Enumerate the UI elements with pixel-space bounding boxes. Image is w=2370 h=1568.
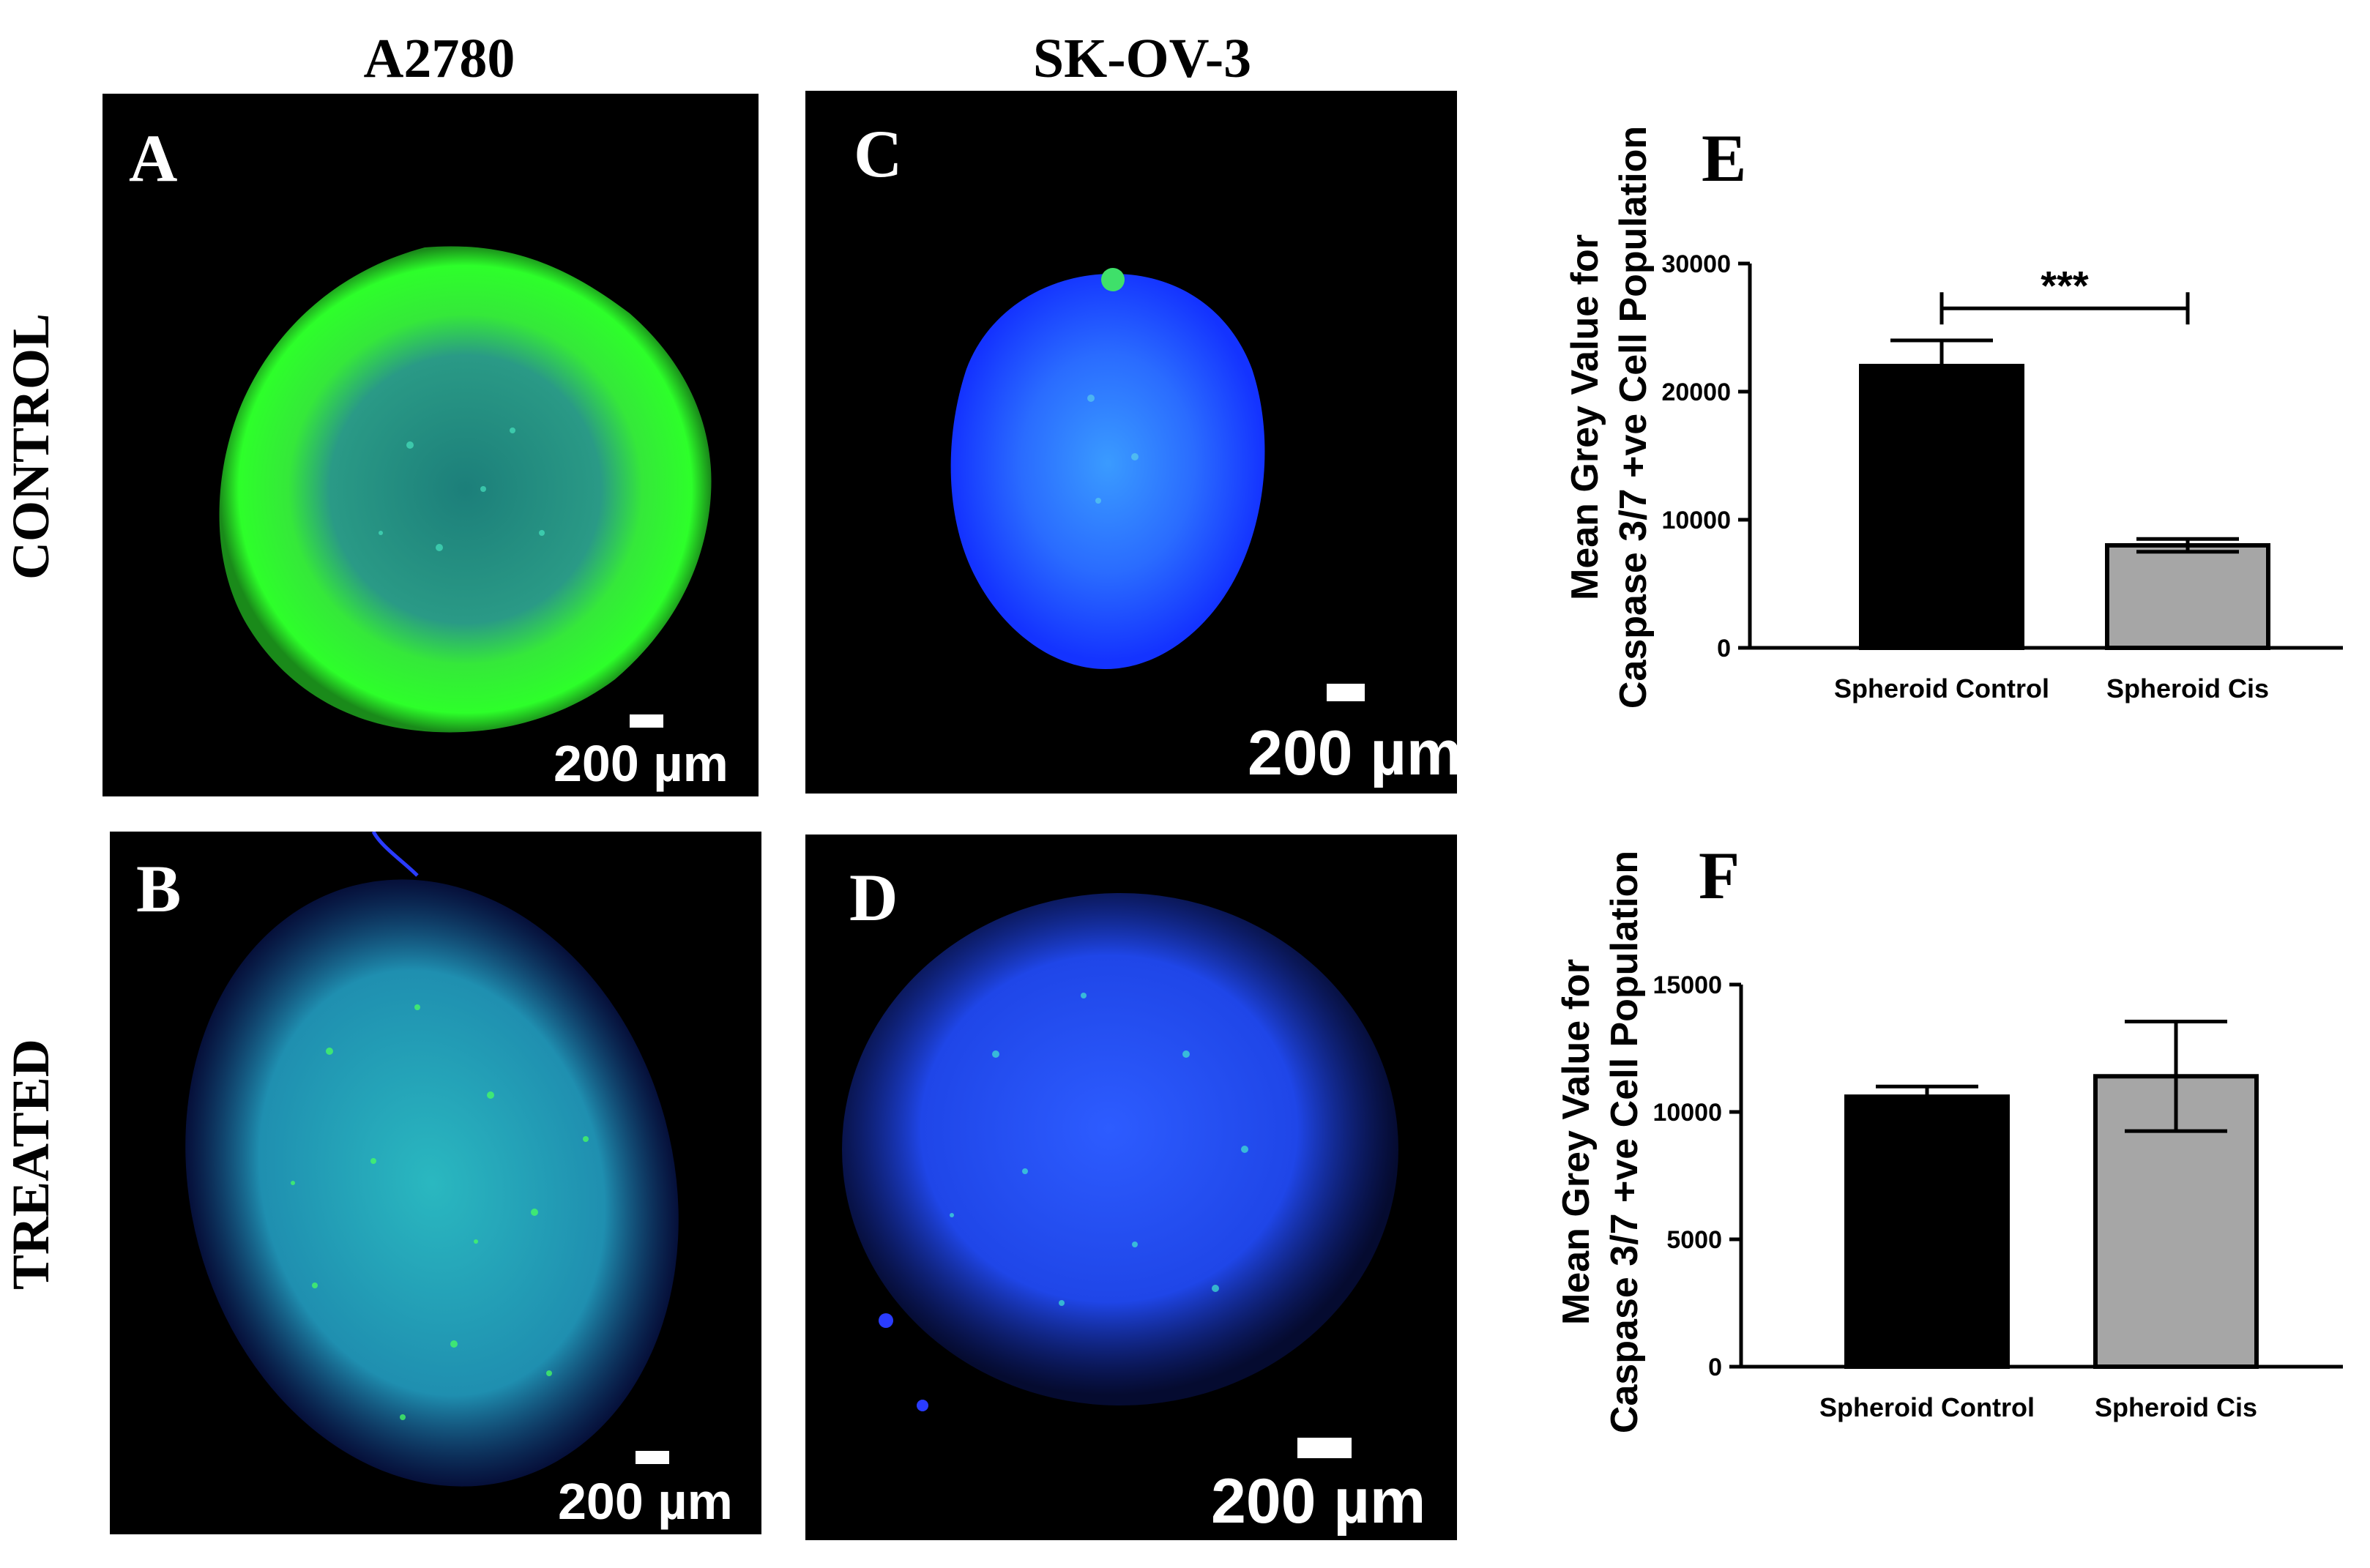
panel-letter-f: F [1699, 838, 1740, 913]
spheroid-image-d [842, 893, 1398, 1411]
panel-letter-d: D [849, 860, 898, 935]
spheroid-image-c [950, 268, 1265, 669]
y-axis-label-line1-f: Mean Grey Value for [1555, 959, 1598, 1325]
y-tick-label-e: 10000 [1661, 507, 1731, 534]
row-header-control: CONTROL [1, 313, 60, 580]
bar-chart-f: Mean Grey Value for Caspase 3/7 +ve Cell… [1508, 835, 2350, 1523]
y-tick-label-e: 20000 [1661, 378, 1731, 406]
panel-letter-c: C [854, 116, 903, 191]
y-axis-label-line2-f: Caspase 3/7 +ve Cell Population [1603, 851, 1646, 1433]
micrograph-panel-b: B 200 µm [110, 832, 761, 1534]
category-label-e: Spheroid Cis [2106, 673, 2269, 703]
y-axis-label-line1-e: Mean Grey Value for [1564, 234, 1606, 600]
category-label-f: Spheroid Control [1819, 1392, 2035, 1422]
error-bar-e [2136, 537, 2239, 554]
scale-label-d: 200 µm [1211, 1466, 1426, 1537]
panel-letter-b: B [136, 851, 182, 926]
scale-label-c: 200 µm [1248, 718, 1457, 788]
column-header-skov3: SK-OV-3 [1032, 28, 1252, 89]
panel-letter-e: E [1702, 121, 1747, 195]
significance-bracket-e [1939, 292, 2190, 325]
row-header-treated: TREATED [1, 1039, 60, 1290]
bar-spheroid-control-e [1859, 364, 2024, 650]
error-bar-f [1876, 1084, 1978, 1109]
bar-chart-e: Mean Grey Value for Caspase 3/7 +ve Cell… [1508, 110, 2350, 798]
category-label-f: Spheroid Cis [2095, 1392, 2257, 1422]
panel-letter-a: A [129, 121, 178, 195]
column-header-a2780: A2780 [363, 28, 515, 89]
spheroid-image-a [219, 246, 712, 733]
y-tick-label-e: 0 [1717, 635, 1731, 662]
y-axis-label-line2-e: Caspase 3/7 +ve Cell Population [1612, 126, 1655, 709]
micrograph-panel-d: D 200 µm [805, 835, 1457, 1540]
category-label-e: Spheroid Control [1834, 673, 2049, 703]
y-tick-label-f: 0 [1708, 1354, 1722, 1381]
error-bar-e [1890, 338, 1993, 394]
error-bar-f [2125, 1019, 2227, 1133]
bar-spheroid-cis-e [2105, 543, 2270, 650]
y-tick-label-f: 10000 [1652, 1099, 1722, 1127]
chart-svg-e: Mean Grey Value for Caspase 3/7 +ve Cell… [1564, 126, 2343, 709]
scale-bar-a [630, 714, 663, 728]
micrograph-panel-c: C 200 µm [805, 91, 1457, 794]
bar-spheroid-control-f [1844, 1094, 2010, 1369]
y-tick-label-f: 5000 [1666, 1226, 1722, 1254]
spheroid-image-b [185, 832, 679, 1487]
scale-label-a: 200 µm [554, 735, 728, 792]
scale-bar-c [1327, 684, 1365, 701]
chart-svg-f: Mean Grey Value for Caspase 3/7 +ve Cell… [1555, 851, 2343, 1433]
scale-bar-d [1297, 1438, 1352, 1458]
significance-label-e: *** [2041, 262, 2089, 308]
micrograph-panel-a: A 200 µm [103, 94, 759, 796]
scale-bar-b [636, 1451, 669, 1464]
scale-label-b: 200 µm [558, 1473, 733, 1530]
y-tick-label-e: 30000 [1661, 250, 1731, 278]
y-tick-label-f: 15000 [1652, 971, 1722, 999]
